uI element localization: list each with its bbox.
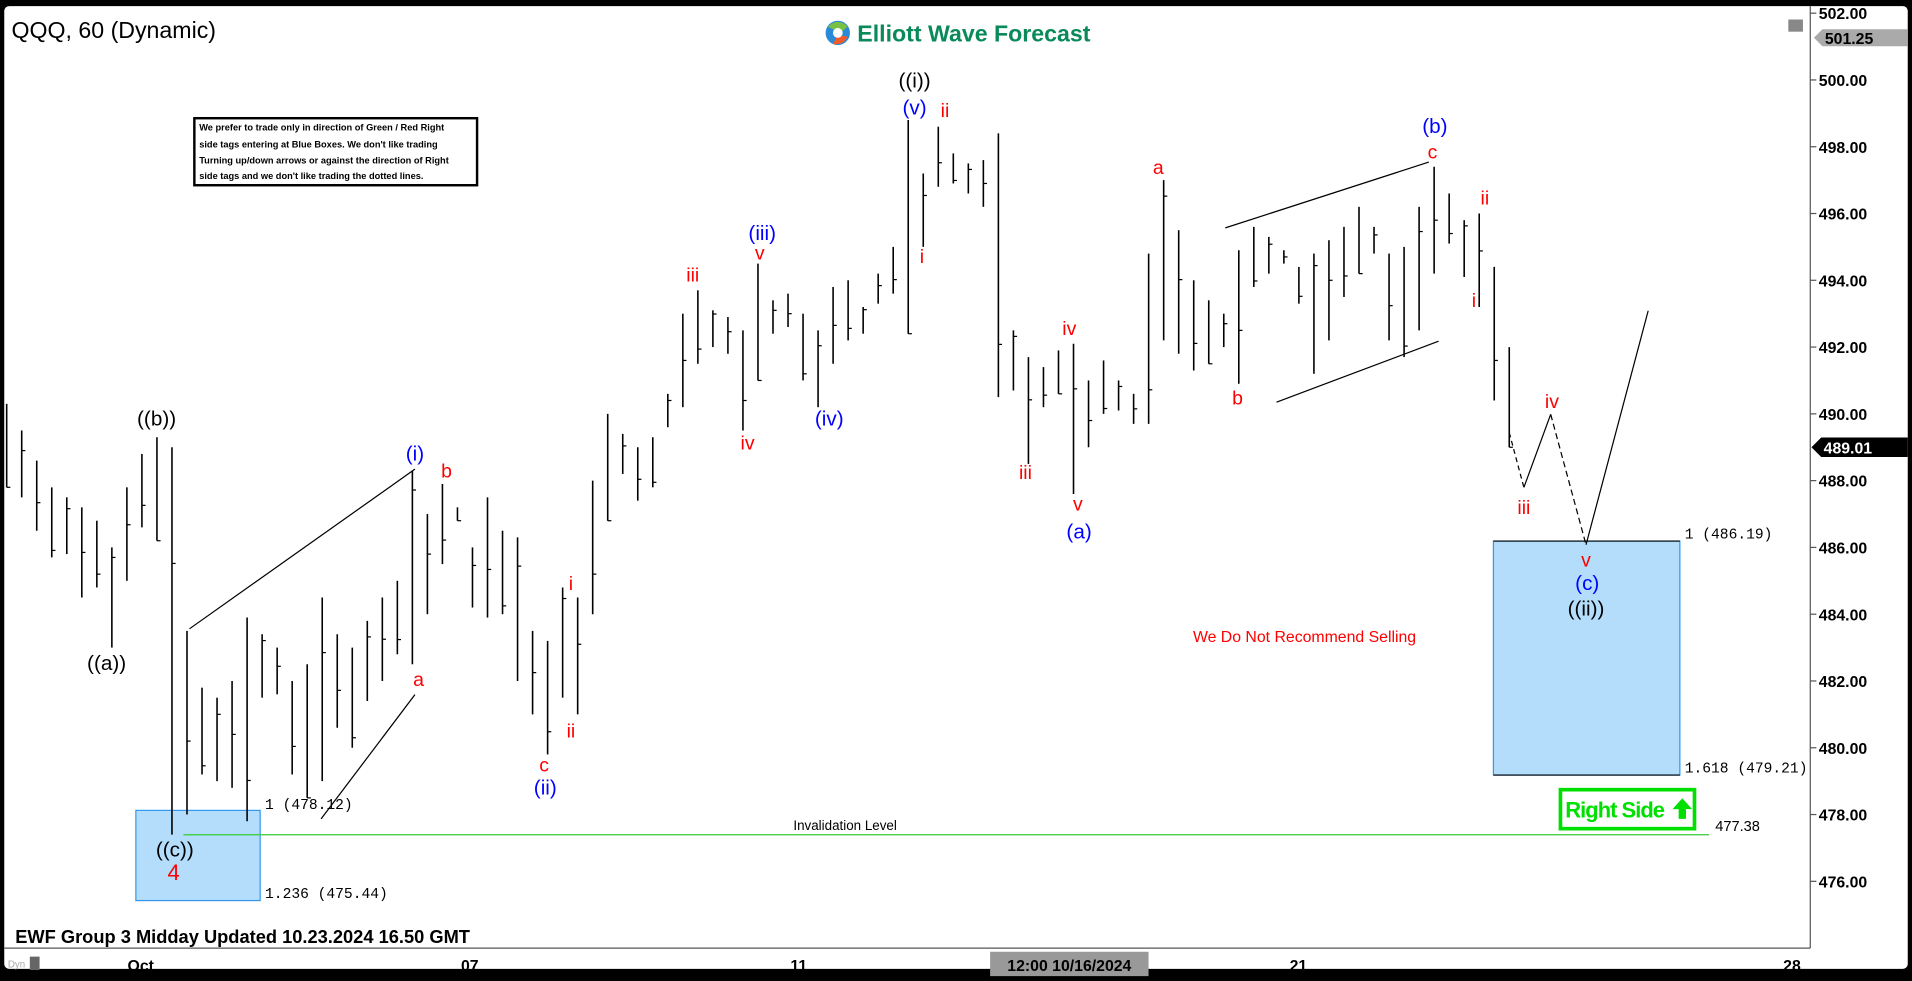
price-bars: [5, 120, 1513, 835]
note-line: side tags and we don't like trading the …: [199, 171, 423, 181]
note-line: We prefer to trade only in direction of …: [199, 122, 444, 132]
wave-label: i: [920, 246, 924, 268]
wave-label: i: [1472, 290, 1476, 312]
y-tick-label: 500.00: [1819, 73, 1868, 90]
wave-label: i: [569, 573, 573, 595]
y-tick-label: 490.00: [1819, 407, 1868, 424]
wave-label: c: [1428, 141, 1438, 163]
last-price-marker: 489.01: [1811, 437, 1908, 457]
wave-label: c: [539, 754, 549, 776]
fib-label: 1 (478.12): [265, 798, 353, 814]
y-tick-label: 484.00: [1819, 607, 1868, 624]
x-tick: 07: [461, 958, 479, 975]
y-tick-label: 496.00: [1819, 207, 1868, 224]
wave-label: (b): [1422, 115, 1447, 138]
wave-label: (i): [406, 443, 424, 466]
wave-label: (c): [1575, 572, 1599, 595]
y-tick-label: 486.00: [1819, 541, 1868, 558]
wave-label: iv: [1062, 318, 1076, 340]
wave-label: ii: [567, 720, 576, 742]
wave-label: ((b)): [137, 407, 176, 430]
restore-window-icon[interactable]: [1788, 19, 1803, 32]
wave-labels-blue: (i) (ii) (iii) (iv) (v) (a) (b) (c): [406, 97, 1600, 800]
note-line: Turning up/down arrows or against the di…: [199, 155, 449, 165]
wave-label: (v): [902, 97, 926, 120]
trading-note: We prefer to trade only in direction of …: [193, 116, 479, 187]
logo: Elliott Wave Forecast: [825, 20, 1091, 46]
price-axis: 502.00 500.00 498.00 496.00 494.00 492.00 490.…: [1810, 6, 1867, 891]
wave-label: b: [441, 461, 452, 483]
invalidation-value: 477.38: [1715, 819, 1760, 835]
projection-path: [1508, 310, 1649, 545]
blue-box-wave-ii: [1492, 540, 1681, 776]
fib-label: 1 (486.19): [1685, 528, 1773, 544]
right-side-label: Right Side: [1565, 798, 1664, 823]
wave-label: a: [413, 669, 424, 691]
wave-label: (iii): [748, 222, 776, 245]
x-tick: 28: [1783, 958, 1801, 975]
x-tick: 12:00 10/16/2024: [1007, 958, 1131, 975]
wave-label: (a): [1066, 521, 1091, 544]
y-tick-label: 480.00: [1819, 741, 1868, 758]
note-line: side tags entering at Blue Boxes. We don…: [199, 139, 438, 149]
wave-label: ii: [1481, 188, 1490, 210]
dyn-toggle[interactable]: [29, 956, 40, 971]
crosshair-date-bg: [990, 951, 1149, 977]
dyn-label: Dyn: [8, 960, 25, 971]
wave-label: iv: [741, 433, 755, 455]
x-tick: 11: [790, 958, 807, 975]
no-sell-note: We Do Not Recommend Selling: [1193, 629, 1416, 646]
wave-label: (iv): [815, 407, 844, 430]
wave-label: iv: [1545, 391, 1559, 413]
y-tick-label: 488.00: [1819, 474, 1868, 491]
logo-text: Elliott Wave Forecast: [857, 20, 1090, 46]
y-tick-label: 494.00: [1819, 273, 1868, 290]
chart-title: QQQ, 60 (Dynamic): [12, 17, 216, 43]
x-tick: 21: [1290, 958, 1308, 975]
wave-label: a: [1153, 157, 1164, 179]
last-price-value: 489.01: [1824, 440, 1873, 457]
wave-label: iii: [1019, 462, 1032, 484]
time-axis: Oct 07 11 12:00 10/16/2024 21 28 Dyn: [8, 951, 1801, 977]
y-tick-label: 478.00: [1819, 808, 1868, 825]
y-tick-label: 482.00: [1819, 674, 1868, 691]
y-tick-label: 502.00: [1819, 6, 1868, 23]
y-tick-label: 492.00: [1819, 340, 1868, 357]
wave-labels-black: ((a)) ((b)) ((c)) ((i)) ((ii)): [87, 70, 1604, 862]
wave-label: ii: [941, 100, 950, 122]
right-side-tag: Right Side: [1558, 787, 1697, 831]
wave-label: ((a)): [87, 652, 126, 675]
wave-label: ((ii)): [1568, 597, 1605, 620]
x-tick: Oct: [128, 958, 155, 975]
wave-label: iii: [1517, 497, 1530, 519]
wave-label: ((i)): [898, 70, 930, 93]
invalidation-label: Invalidation Level: [793, 818, 897, 833]
high-marker: 501.25: [1813, 29, 1908, 48]
update-stamp: EWF Group 3 Midday Updated 10.23.2024 16…: [15, 926, 470, 947]
channel-lines: [189, 161, 1439, 820]
y-tick-label: 498.00: [1819, 140, 1868, 157]
wave-label: (ii): [534, 777, 557, 800]
wave-label: v: [1581, 550, 1591, 572]
fib-label: 1.618 (479.21): [1685, 762, 1808, 778]
fib-label: 1.236 (475.44): [265, 887, 388, 903]
wave-label: b: [1232, 388, 1243, 410]
wave-label: iii: [686, 265, 699, 287]
wave-label: v: [755, 243, 765, 265]
arrow-up-icon: [1672, 798, 1693, 819]
wave-label: ((c)): [156, 839, 194, 862]
blue-box-wave-4: [135, 809, 261, 902]
wave-labels-red: 4 a b c i ii iii iv v i ii iii iv v a b …: [168, 100, 1592, 885]
high-marker-value: 501.25: [1825, 31, 1874, 48]
wave-label: v: [1073, 494, 1083, 516]
y-tick-label: 476.00: [1819, 874, 1868, 891]
wave-label: 4: [168, 860, 180, 885]
